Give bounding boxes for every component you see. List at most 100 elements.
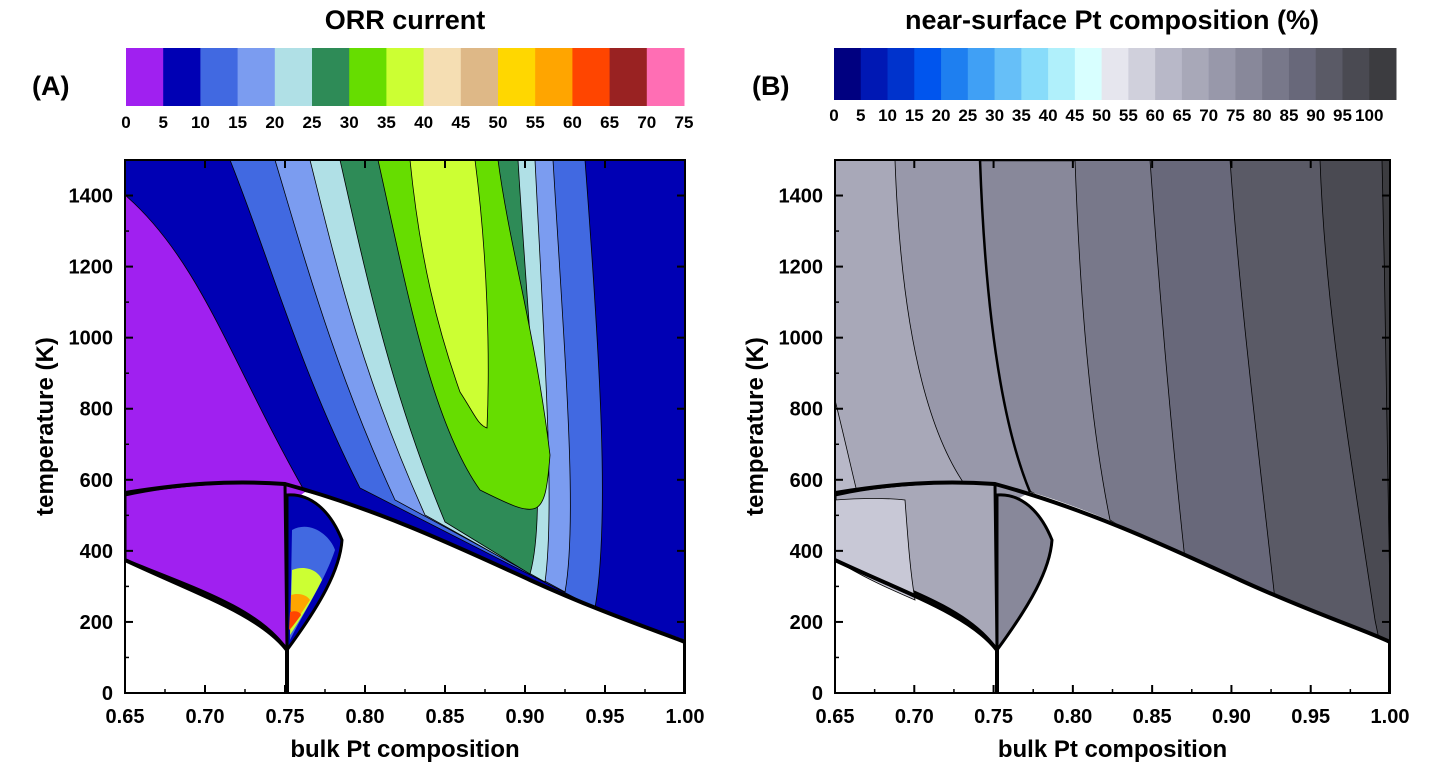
colorbar-swatch (1342, 48, 1370, 100)
colorbar-label: 10 (878, 106, 897, 125)
colorbar-label: 5 (856, 106, 865, 125)
panel-b-plot-area (835, 160, 1390, 693)
colorbar-swatch (994, 48, 1022, 100)
colorbar-swatch (1155, 48, 1183, 100)
panel-b: near-surface Pt composition (%) (B) 0 5 10… (742, 5, 1409, 763)
colorbar-swatch (860, 48, 889, 100)
colorbar-swatch (163, 48, 201, 106)
colorbar-swatch (1208, 48, 1236, 100)
x-tick-label: 1.00 (1371, 706, 1410, 728)
x-tick-label: 0.80 (346, 706, 385, 728)
phase-boundary-lower (125, 558, 289, 693)
colorbar-swatch (237, 48, 276, 106)
panel-b-letter: (B) (752, 71, 789, 101)
y-tick-label: 1400 (779, 186, 824, 208)
colorbar-swatch (887, 48, 915, 100)
colorbar-swatch (274, 48, 313, 106)
colorbar-label: 70 (637, 113, 656, 132)
phase-boundary-lower-b (835, 558, 999, 693)
band-b-7 (1319, 160, 1390, 693)
pocket-inner-4 (289, 611, 301, 630)
x-tick-label: 0.85 (426, 706, 465, 728)
colorbar-label: 20 (265, 113, 284, 132)
panel-a-axes: 0.65 0.70 0.75 0.80 0.85 0.90 0.95 1.00 0 200 400 6… (32, 160, 704, 763)
panel-b-colorbar: 0 5 10 15 20 25 30 35 40 45 50 55 60 65 70 75 80 85 90 95 10… (829, 48, 1397, 125)
colorbar-swatch (1074, 48, 1103, 100)
y-tick-label: 800 (80, 399, 113, 421)
colorbar-swatch (572, 48, 611, 106)
colorbar-swatch (941, 48, 969, 100)
y-tick-label: 200 (80, 612, 113, 634)
x-tick-label: 0.70 (895, 706, 934, 728)
colorbar-label: 10 (191, 113, 210, 132)
x-tick-label: 0.75 (974, 706, 1013, 728)
x-tick-label: 0.80 (1053, 706, 1092, 728)
colorbar-label: 70 (1199, 106, 1218, 125)
colorbar-swatch (967, 48, 996, 100)
x-tick-label: 1.00 (666, 706, 705, 728)
x-tick-label: 0.95 (586, 706, 625, 728)
colorbar-label: 95 (1333, 106, 1352, 125)
y-tick-label: 600 (80, 470, 113, 492)
colorbar-label: 40 (1039, 106, 1058, 125)
colorbar-label: 25 (958, 106, 977, 125)
phase-boundary-upper (125, 480, 685, 644)
y-tick-label: 0 (812, 683, 823, 705)
colorbar-label: 60 (563, 113, 582, 132)
colorbar-label: 35 (377, 113, 396, 132)
colorbar-swatch (646, 48, 685, 106)
x-tick-label: 0.65 (816, 706, 855, 728)
colorbar-label: 45 (451, 113, 470, 132)
x-tick-label: 0.70 (186, 706, 225, 728)
panel-a-title: ORR current (325, 5, 486, 35)
colorbar-label: 85 (1279, 106, 1298, 125)
panel-b-axes: 0.65 0.70 0.75 0.80 0.85 0.90 0.95 1.00 0 200 400 6… (742, 160, 1409, 763)
colorbar-label: 55 (1119, 106, 1138, 125)
colorbar-swatch (1181, 48, 1210, 100)
colorbar-label: 75 (1226, 106, 1245, 125)
colorbar-label: 15 (228, 113, 247, 132)
colorbar-label: 15 (905, 106, 924, 125)
colorbar-swatch (498, 48, 536, 106)
panel-a-colorbar: 0 5 10 15 20 25 30 35 40 45 50 55 60 65 70 75 (121, 48, 693, 132)
y-tick-label: 400 (790, 541, 823, 563)
colorbar-label: 0 (121, 113, 130, 132)
colorbar-label: 30 (340, 113, 359, 132)
panel-a-letter: (A) (32, 71, 69, 101)
y-tick-label: 1000 (69, 328, 114, 350)
y-tick-label: 200 (790, 612, 823, 634)
colorbar-swatch (609, 48, 648, 106)
colorbar-label: 50 (489, 113, 508, 132)
y-tick-label: 600 (790, 470, 823, 492)
colorbar-label: 80 (1253, 106, 1272, 125)
x-tick-label: 0.95 (1291, 706, 1330, 728)
colorbar-swatch (126, 48, 164, 106)
x-tick-label: 0.85 (1133, 706, 1172, 728)
colorbar-swatch (1048, 48, 1076, 100)
phase-boundary-upper-b (835, 480, 1390, 644)
colorbar-label: 65 (600, 113, 619, 132)
colorbar-swatch (312, 48, 350, 106)
colorbar-swatch (1315, 48, 1343, 100)
x-tick-label: 0.65 (106, 706, 145, 728)
y-tick-label: 0 (102, 683, 113, 705)
colorbar-label: 60 (1146, 106, 1165, 125)
pocket-region-b (995, 493, 1054, 655)
y-tick-label: 1400 (69, 186, 114, 208)
colorbar-swatch (1288, 48, 1317, 100)
colorbar-swatch (386, 48, 425, 106)
x-tick-label: 0.75 (266, 706, 305, 728)
colorbar-label: 20 (932, 106, 951, 125)
y-tick-label: 1000 (779, 328, 824, 350)
colorbar-swatch (1021, 48, 1049, 100)
y-axis-label: temperature (K) (32, 337, 59, 516)
x-tick-label: 0.90 (506, 706, 545, 728)
band-35-40 (409, 160, 489, 429)
colorbar-label: 90 (1306, 106, 1325, 125)
colorbar-label: 75 (675, 113, 694, 132)
y-tick-label: 1200 (779, 257, 824, 279)
y-axis-label: temperature (K) (742, 337, 769, 516)
y-tick-label: 800 (790, 399, 823, 421)
colorbar-swatch (834, 48, 862, 100)
